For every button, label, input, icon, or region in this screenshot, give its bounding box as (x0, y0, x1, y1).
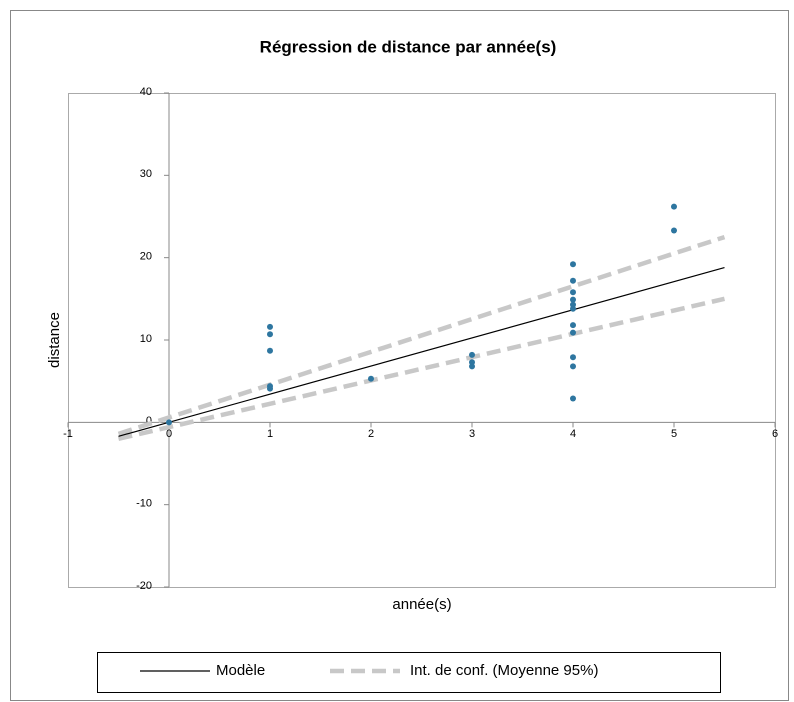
y-tick-label: 30 (140, 168, 152, 180)
data-point (671, 203, 677, 210)
data-point (570, 322, 576, 329)
data-point (570, 277, 576, 284)
y-tick-label: -20 (136, 580, 152, 592)
x-tick-label: 2 (368, 428, 374, 440)
data-point (570, 363, 576, 370)
legend-label: Int. de conf. (Moyenne 95%) (410, 662, 598, 679)
data-point (469, 359, 475, 366)
x-axis-label: année(s) (392, 596, 451, 613)
chart-frame (10, 10, 789, 701)
data-point (267, 331, 273, 338)
data-point (570, 296, 576, 303)
confidence-line (117, 234, 726, 437)
data-point (570, 354, 576, 361)
data-point (570, 289, 576, 296)
chart-title: Régression de distance par année(s) (260, 37, 557, 56)
data-point (570, 301, 576, 308)
data-point (570, 395, 576, 402)
data-point (570, 261, 576, 268)
y-tick-label: 20 (140, 251, 152, 263)
y-axis-label: distance (46, 312, 63, 368)
data-point (671, 227, 677, 234)
legend (97, 652, 721, 693)
y-tick-label: 40 (140, 86, 152, 98)
data-point (469, 351, 475, 358)
data-point (469, 363, 475, 370)
y-tick-label: 10 (140, 333, 152, 345)
x-tick-label: 5 (671, 428, 677, 440)
x-tick-label: 6 (772, 428, 778, 440)
data-point (267, 323, 273, 330)
data-point (570, 305, 576, 312)
data-point (570, 329, 576, 336)
data-point (166, 419, 172, 426)
x-tick-label: 4 (570, 428, 576, 440)
x-tick-label: -1 (63, 428, 73, 440)
plot-area (68, 93, 776, 588)
x-tick-label: 1 (267, 428, 273, 440)
data-point (267, 385, 273, 392)
data-point (368, 375, 374, 382)
x-tick-label: 0 (166, 428, 172, 440)
data-point (267, 347, 273, 354)
model-line (118, 266, 725, 437)
x-tick-label: 3 (469, 428, 475, 440)
legend-label: Modèle (216, 662, 265, 679)
y-tick-label: -10 (136, 498, 152, 510)
y-tick-label: 0 (146, 415, 152, 427)
